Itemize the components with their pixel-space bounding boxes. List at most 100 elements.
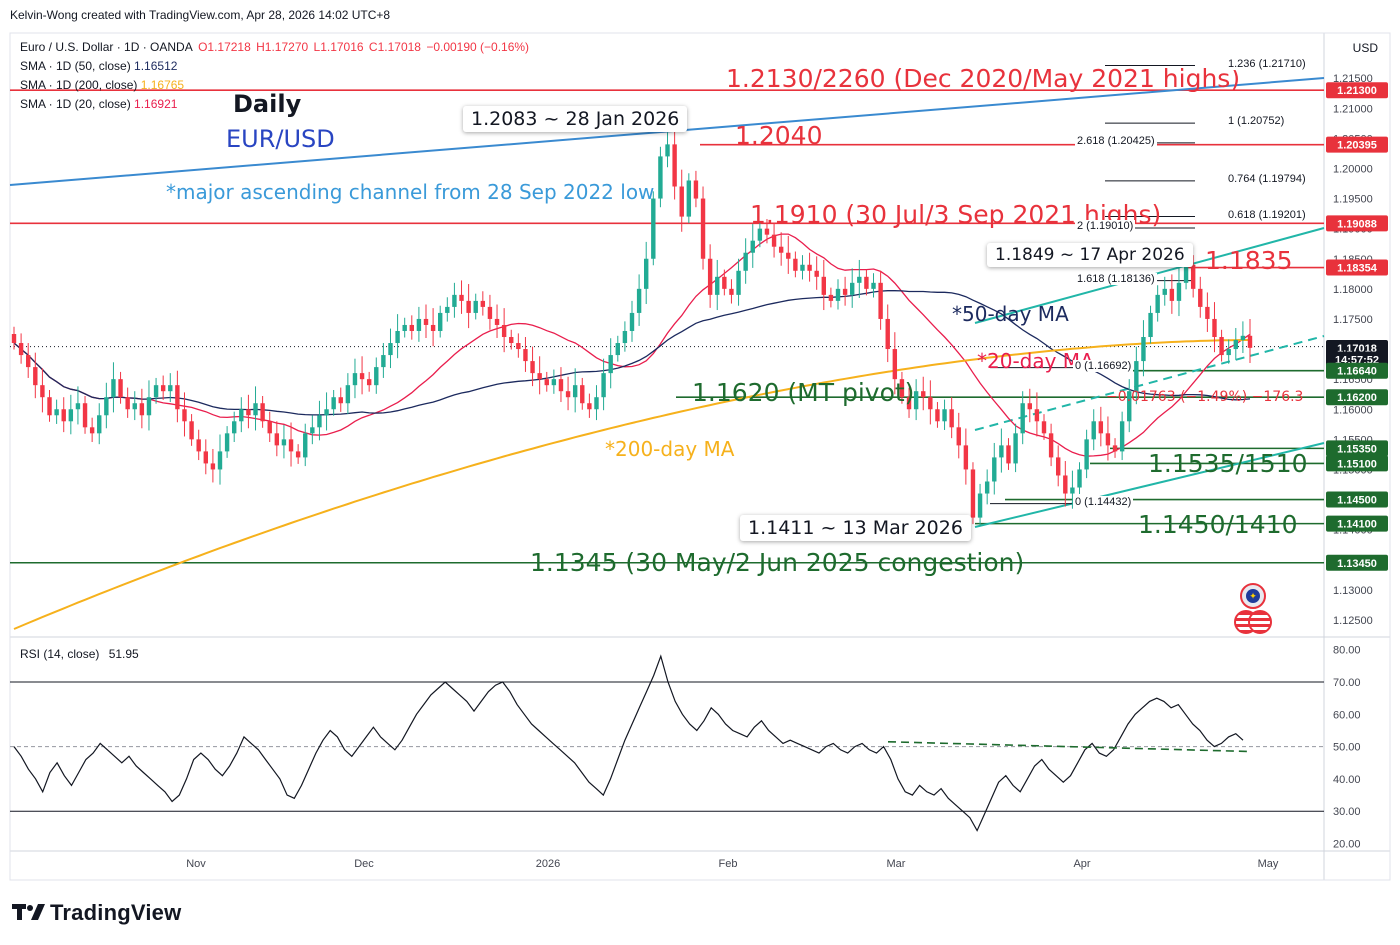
candle-down[interactable]: [61, 409, 66, 422]
candle-up[interactable]: [1226, 349, 1231, 356]
candle-down[interactable]: [828, 294, 834, 301]
candle-down[interactable]: [210, 463, 216, 470]
candle-up[interactable]: [1148, 312, 1153, 338]
candle-down[interactable]: [949, 409, 954, 428]
candle-up[interactable]: [445, 306, 450, 313]
candle-down[interactable]: [501, 324, 507, 338]
candle-down[interactable]: [1034, 409, 1040, 422]
candle-down[interactable]: [480, 300, 486, 307]
candle-up[interactable]: [800, 264, 805, 271]
candle-down[interactable]: [1027, 403, 1032, 410]
candle-down[interactable]: [764, 228, 770, 235]
candle-up[interactable]: [850, 282, 855, 295]
candle-down[interactable]: [409, 324, 414, 331]
rsi-legend[interactable]: RSI (14, close) 51.95: [20, 647, 139, 661]
candle-down[interactable]: [679, 186, 684, 217]
candle-down[interactable]: [33, 367, 38, 386]
candle-down[interactable]: [771, 234, 777, 247]
candle-down[interactable]: [970, 469, 976, 518]
candle-up[interactable]: [75, 403, 81, 410]
candle-down[interactable]: [295, 451, 301, 458]
legend-sma50[interactable]: SMA · 1D (50, close) 1.16512: [20, 59, 177, 73]
candle-up[interactable]: [1020, 403, 1025, 434]
legend-sma200[interactable]: SMA · 1D (200, close) 1.16765: [20, 78, 184, 92]
candle-down[interactable]: [523, 349, 528, 362]
candle-up[interactable]: [1119, 421, 1125, 452]
candle-down[interactable]: [928, 397, 933, 410]
candle-up[interactable]: [629, 312, 635, 331]
candle-up[interactable]: [601, 373, 606, 398]
candle-down[interactable]: [864, 276, 869, 289]
candle-down[interactable]: [672, 144, 677, 187]
candle-up[interactable]: [97, 415, 102, 434]
candle-up[interactable]: [608, 355, 613, 374]
candle-down[interactable]: [196, 439, 201, 452]
candle-down[interactable]: [246, 409, 251, 416]
candle-down[interactable]: [47, 397, 52, 416]
candle-down[interactable]: [40, 385, 45, 398]
candle-up[interactable]: [352, 373, 358, 386]
candle-up[interactable]: [438, 312, 443, 331]
candle-down[interactable]: [359, 373, 365, 380]
candle-up[interactable]: [594, 397, 599, 410]
candle-up[interactable]: [636, 288, 642, 313]
candle-up[interactable]: [331, 397, 336, 410]
candle-up[interactable]: [132, 403, 137, 410]
candle-down[interactable]: [793, 258, 798, 271]
candle-down[interactable]: [1190, 264, 1196, 289]
candle-up[interactable]: [1155, 294, 1160, 313]
candle-down[interactable]: [707, 258, 713, 295]
candle-up[interactable]: [153, 385, 159, 398]
candle-up[interactable]: [224, 433, 230, 452]
candle-up[interactable]: [658, 156, 663, 199]
candle-down[interactable]: [1048, 433, 1054, 458]
candle-down[interactable]: [125, 397, 130, 410]
candle-up[interactable]: [1233, 340, 1238, 350]
candle-down[interactable]: [1112, 445, 1118, 452]
candle-up[interactable]: [452, 294, 457, 307]
candle-up[interactable]: [984, 481, 990, 494]
symbol-label[interactable]: Euro / U.S. Dollar · 1D · OANDA: [20, 40, 193, 54]
candle-up[interactable]: [217, 451, 223, 470]
candle-down[interactable]: [807, 264, 812, 271]
candle-up[interactable]: [871, 282, 876, 289]
candle-up[interactable]: [1084, 439, 1089, 470]
candle-down[interactable]: [274, 433, 280, 446]
candle-up[interactable]: [572, 385, 578, 398]
candle-up[interactable]: [146, 397, 152, 416]
candle-down[interactable]: [260, 403, 265, 422]
candle-up[interactable]: [750, 240, 755, 253]
candle-down[interactable]: [338, 397, 343, 404]
candle-down[interactable]: [466, 300, 471, 313]
candle-down[interactable]: [906, 397, 912, 410]
candle-down[interactable]: [878, 282, 883, 319]
candle-down[interactable]: [1098, 421, 1104, 434]
candle-down[interactable]: [587, 403, 592, 410]
candle-up[interactable]: [1134, 361, 1139, 392]
candle-up[interactable]: [374, 367, 379, 386]
event-flag-icon[interactable]: ✦: [1240, 583, 1266, 609]
candle-down[interactable]: [494, 318, 500, 325]
candle-up[interactable]: [644, 258, 649, 289]
candle-down[interactable]: [18, 343, 24, 356]
candle-up[interactable]: [54, 409, 59, 416]
candle-down[interactable]: [935, 409, 940, 422]
candle-up[interactable]: [310, 427, 315, 434]
candle-down[interactable]: [814, 270, 819, 277]
candle-down[interactable]: [700, 198, 706, 259]
candle-down[interactable]: [963, 445, 969, 470]
candle-down[interactable]: [267, 421, 272, 434]
candle-down[interactable]: [516, 343, 521, 350]
candle-up[interactable]: [1091, 421, 1096, 440]
candle-down[interactable]: [430, 324, 436, 331]
candle-down[interactable]: [175, 385, 180, 410]
candle-down[interactable]: [118, 379, 123, 398]
candle-down[interactable]: [182, 409, 187, 422]
candle-down[interactable]: [544, 379, 549, 386]
candle-up[interactable]: [999, 445, 1004, 458]
candle-up[interactable]: [736, 270, 741, 295]
candle-down[interactable]: [729, 288, 734, 295]
candle-down[interactable]: [366, 379, 372, 386]
candle-up[interactable]: [1240, 335, 1246, 341]
candle-up[interactable]: [665, 144, 670, 157]
